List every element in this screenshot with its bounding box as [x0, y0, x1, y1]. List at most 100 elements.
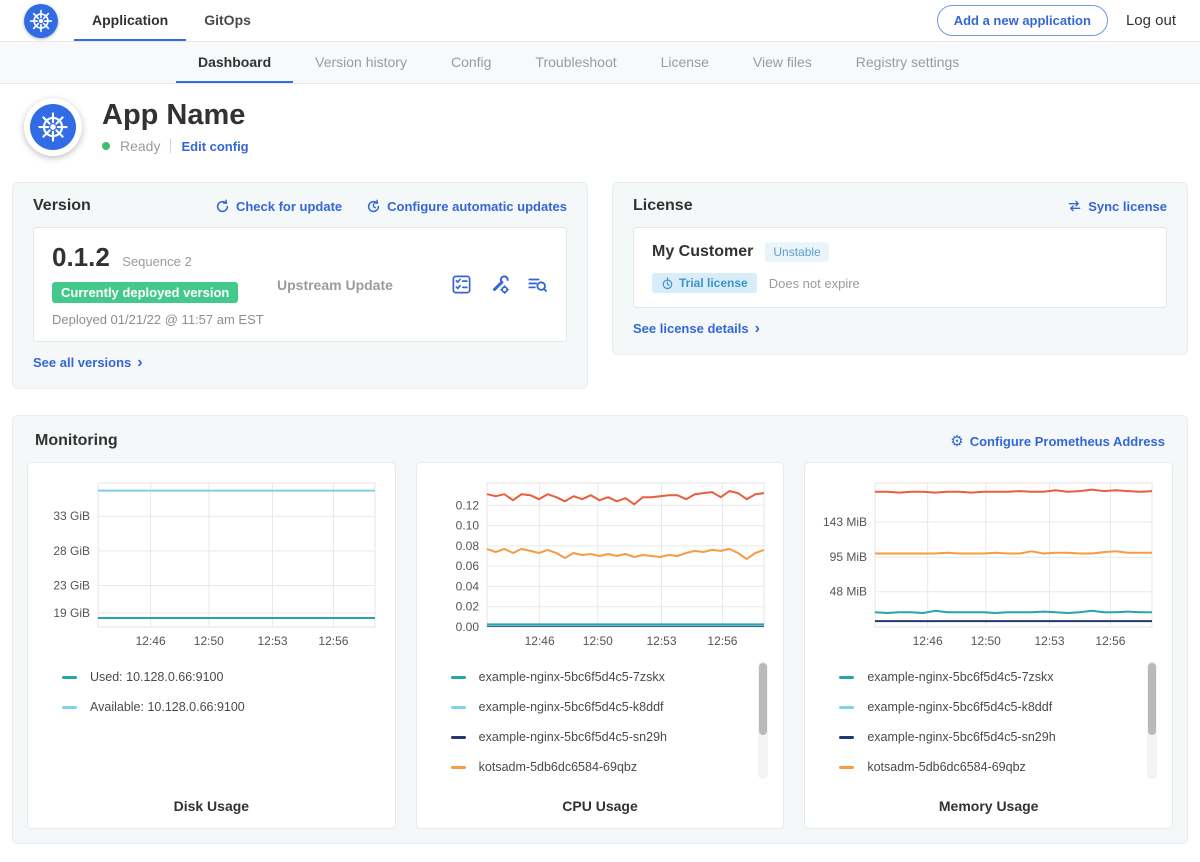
- tab-config[interactable]: Config: [429, 42, 513, 83]
- top-navigation: Application GitOps Add a new application…: [0, 0, 1200, 42]
- svg-text:12:46: 12:46: [136, 634, 166, 648]
- ready-status-dot: [102, 142, 110, 150]
- legend-label: example-nginx-5bc6f5d4c5-sn29h: [479, 730, 667, 744]
- sync-arrows-icon: [1067, 199, 1082, 213]
- deployed-timestamp: Deployed 01/21/22 @ 11:57 am EST: [52, 312, 277, 327]
- monitoring-title: Monitoring: [35, 432, 118, 450]
- tab-dashboard[interactable]: Dashboard: [176, 42, 293, 83]
- page-title: App Name: [102, 100, 249, 132]
- license-expiry-label: Does not expire: [769, 276, 860, 291]
- legend-scrollbar[interactable]: [1147, 661, 1157, 779]
- legend-swatch: [451, 736, 466, 739]
- svg-text:0.12: 0.12: [455, 498, 479, 512]
- app-logo: [24, 98, 82, 156]
- svg-text:0.02: 0.02: [455, 600, 479, 614]
- configure-prometheus-link[interactable]: ⚙ Configure Prometheus Address: [950, 434, 1165, 449]
- legend-item: Used: 10.128.0.66:9100: [62, 670, 385, 684]
- svg-text:143 MiB: 143 MiB: [823, 515, 867, 529]
- kubernetes-app-icon: [30, 104, 76, 150]
- legend-label: example-nginx-5bc6f5d4c5-k8ddf: [867, 700, 1052, 714]
- stopwatch-icon: [661, 277, 674, 290]
- legend-label: example-nginx-5bc6f5d4c5-sn29h: [867, 730, 1055, 744]
- see-license-details-link[interactable]: See license details: [633, 321, 760, 336]
- refresh-icon: [215, 199, 230, 214]
- scrollbar-thumb[interactable]: [759, 663, 767, 735]
- legend-item: example-nginx-5bc6f5d4c5-7zskx: [451, 670, 774, 684]
- configure-automatic-updates-button[interactable]: Configure automatic updates: [366, 199, 567, 214]
- memory-usage-plot: 143 MiB95 MiB48 MiB12:4612:5012:5312:56: [815, 475, 1160, 653]
- legend-item: kotsadm-5db6dc6584-69qbz: [451, 760, 774, 774]
- customer-name: My Customer: [652, 243, 753, 261]
- svg-text:12:53: 12:53: [646, 634, 676, 648]
- scrollbar-thumb[interactable]: [1148, 663, 1156, 735]
- tab-gitops[interactable]: GitOps: [186, 0, 269, 41]
- preflight-checks-icon[interactable]: [451, 274, 472, 295]
- gear-icon: ⚙: [950, 434, 963, 449]
- summary-cards-row: Version Check for update Configure autom…: [12, 182, 1188, 389]
- sync-license-button[interactable]: Sync license: [1067, 199, 1167, 214]
- chart-card-cpu-usage: 0.120.100.080.060.040.020.0012:4612:5012…: [416, 462, 785, 829]
- channel-badge: Unstable: [765, 242, 828, 262]
- check-for-update-button[interactable]: Check for update: [215, 199, 342, 214]
- legend-item: kotsadm-5db6dc6584-69qbz: [839, 760, 1162, 774]
- add-new-application-button[interactable]: Add a new application: [937, 5, 1108, 36]
- legend-swatch: [839, 766, 854, 769]
- log-out-link[interactable]: Log out: [1126, 12, 1176, 29]
- legend-swatch: [451, 676, 466, 679]
- tab-version-history[interactable]: Version history: [293, 42, 429, 83]
- svg-text:12:56: 12:56: [1096, 634, 1126, 648]
- app-status-label: Ready: [120, 138, 160, 154]
- legend-item: example-nginx-5bc6f5d4c5-sn29h: [451, 730, 774, 744]
- cpu-usage-plot: 0.120.100.080.060.040.020.0012:4612:5012…: [427, 475, 772, 653]
- disk-usage-plot: 33 GiB28 GiB23 GiB19 GiB12:4612:5012:531…: [38, 475, 383, 653]
- svg-text:12:46: 12:46: [524, 634, 554, 648]
- svg-text:0.00: 0.00: [455, 620, 479, 634]
- config-wrench-icon[interactable]: [489, 274, 510, 295]
- svg-text:0.10: 0.10: [455, 519, 479, 533]
- kubernetes-logo-icon: [24, 4, 58, 38]
- clock-refresh-icon: [366, 199, 381, 214]
- edit-config-link[interactable]: Edit config: [181, 139, 248, 154]
- svg-text:95 MiB: 95 MiB: [830, 550, 867, 564]
- legend-item: example-nginx-5bc6f5d4c5-k8ddf: [839, 700, 1162, 714]
- cpu-usage-legend: example-nginx-5bc6f5d4c5-7zskx example-ng…: [451, 670, 774, 794]
- svg-text:12:50: 12:50: [582, 634, 612, 648]
- version-card-title: Version: [33, 197, 91, 215]
- svg-text:12:56: 12:56: [318, 634, 348, 648]
- svg-text:12:50: 12:50: [194, 634, 224, 648]
- legend-item: example-nginx-5bc6f5d4c5-k8ddf: [451, 700, 774, 714]
- trial-license-badge: Trial license: [652, 273, 757, 293]
- svg-text:28 GiB: 28 GiB: [53, 544, 90, 558]
- legend-swatch: [839, 736, 854, 739]
- charts-row: 33 GiB28 GiB23 GiB19 GiB12:4612:5012:531…: [27, 462, 1173, 829]
- monitoring-section: Monitoring ⚙ Configure Prometheus Addres…: [12, 415, 1188, 844]
- svg-text:12:46: 12:46: [913, 634, 943, 648]
- currently-deployed-badge: Currently deployed version: [52, 282, 238, 303]
- see-all-versions-link[interactable]: See all versions: [33, 355, 143, 370]
- tab-registry-settings[interactable]: Registry settings: [834, 42, 981, 83]
- chevron-right-icon: [137, 355, 142, 370]
- legend-label: example-nginx-5bc6f5d4c5-7zskx: [479, 670, 665, 684]
- legend-item: example-nginx-5bc6f5d4c5-sn29h: [839, 730, 1162, 744]
- tab-troubleshoot[interactable]: Troubleshoot: [513, 42, 638, 83]
- legend-label: Used: 10.128.0.66:9100: [90, 670, 223, 684]
- primary-tabs: Application GitOps: [74, 0, 269, 41]
- view-logs-icon[interactable]: [527, 274, 548, 295]
- svg-text:12:56: 12:56: [707, 634, 737, 648]
- tab-license[interactable]: License: [639, 42, 731, 83]
- legend-swatch: [451, 766, 466, 769]
- chart-card-disk-usage: 33 GiB28 GiB23 GiB19 GiB12:4612:5012:531…: [27, 462, 396, 829]
- tab-application[interactable]: Application: [74, 0, 186, 41]
- legend-label: example-nginx-5bc6f5d4c5-k8ddf: [479, 700, 664, 714]
- chart-title-memory-usage: Memory Usage: [815, 798, 1162, 814]
- legend-swatch: [839, 676, 854, 679]
- sequence-label: Sequence 2: [122, 254, 191, 269]
- legend-swatch: [62, 706, 77, 709]
- svg-text:19 GiB: 19 GiB: [53, 606, 90, 620]
- chart-title-disk-usage: Disk Usage: [38, 798, 385, 814]
- tab-view-files[interactable]: View files: [731, 42, 834, 83]
- license-card-title: License: [633, 197, 693, 215]
- license-details-panel: My Customer Unstable Trial license Does …: [633, 227, 1167, 308]
- svg-text:23 GiB: 23 GiB: [53, 578, 90, 592]
- legend-scrollbar[interactable]: [758, 661, 768, 779]
